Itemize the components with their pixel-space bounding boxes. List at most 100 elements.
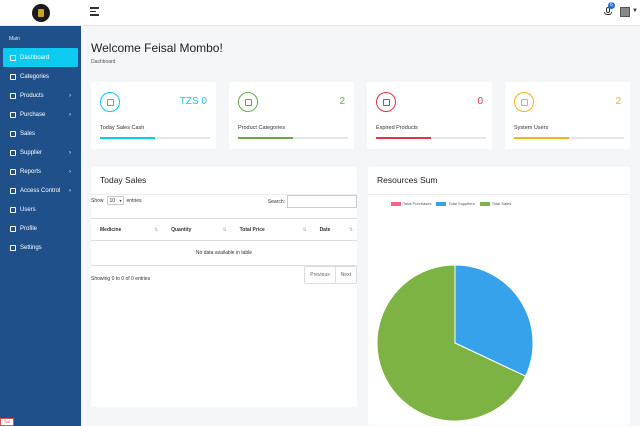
sidebar-item-access-control[interactable]: Access Control › xyxy=(0,181,81,200)
pie-slice-total-suppliers[interactable] xyxy=(454,264,534,377)
stat-card[interactable]: 0 Expired Products xyxy=(367,82,492,149)
breadcrumb[interactable]: Dashboard xyxy=(91,59,116,65)
page-title: Welcome Feisal Mombo! xyxy=(91,41,223,55)
pie-chart xyxy=(376,264,534,422)
today-sales-panel: Today Sales Show 10 ▾ entries Search: Me… xyxy=(91,167,357,407)
legend-label: Total Purchases xyxy=(403,201,432,206)
expired-icon xyxy=(376,92,396,112)
stat-progress-bar xyxy=(376,137,486,139)
legend-item[interactable]: Total Sales xyxy=(479,201,512,206)
profile-icon xyxy=(9,225,16,232)
legend-swatch xyxy=(479,201,490,206)
users-icon xyxy=(514,92,534,112)
legend-label: Total Sales xyxy=(491,201,512,206)
stat-label: System Users xyxy=(514,125,549,131)
legend-swatch xyxy=(436,201,447,206)
sidebar-item-sales[interactable]: Sales xyxy=(0,124,81,143)
column-header-label: Total Price xyxy=(239,226,265,233)
sidebar-item-label: Products xyxy=(20,92,44,99)
chevron-right-icon: › xyxy=(69,168,71,175)
logo-icon xyxy=(31,4,50,22)
sidebar-footer-label[interactable]: Sal xyxy=(0,418,14,426)
panel-title: Resources Sum xyxy=(377,175,438,185)
column-header-label: Date xyxy=(319,226,331,233)
sidebar-section-label: Main xyxy=(9,36,20,42)
notification-badge: 6 xyxy=(608,2,615,9)
entries-label: entries xyxy=(126,197,142,204)
sidebar-item-categories[interactable]: Categories xyxy=(0,67,81,86)
gear-icon xyxy=(9,244,16,251)
stat-card[interactable]: 2 System Users xyxy=(505,82,630,149)
brand-logo[interactable] xyxy=(0,0,81,26)
legend-item[interactable]: Total Purchases xyxy=(391,201,431,206)
stat-value: TZS 0 xyxy=(179,96,207,107)
sidebar: Main Dashboard Categories Products › Purchas… xyxy=(0,26,81,426)
main-content: Welcome Feisal Mombo! Dashboard TZS 0 Tod… xyxy=(81,26,640,426)
column-header-label: Quantity xyxy=(171,226,192,233)
sales-table: Medicine ⇅ Quantity ⇅ Total Price ⇅ Date ⇅ No d… xyxy=(91,218,357,266)
supplier-icon xyxy=(9,149,16,156)
sidebar-item-products[interactable]: Products › xyxy=(0,86,81,105)
sort-icon: ⇅ xyxy=(349,227,353,232)
categories-icon xyxy=(238,92,258,112)
sort-icon: ⇅ xyxy=(302,227,307,232)
sidebar-item-label: Purchase xyxy=(20,111,46,118)
sidebar-item-profile[interactable]: Profile xyxy=(0,219,81,238)
legend-item[interactable]: Total Suppliers xyxy=(436,201,475,206)
sidebar-item-reports[interactable]: Reports › xyxy=(0,162,81,181)
stat-value: 2 xyxy=(615,96,621,107)
show-label: Show xyxy=(91,197,104,204)
star-icon xyxy=(9,111,16,118)
chevron-right-icon: › xyxy=(69,111,71,118)
sidebar-item-settings[interactable]: Settings xyxy=(0,238,81,257)
chart-legend: Total Purchases Total Suppliers Total Sale… xyxy=(391,201,516,206)
search-control: Search: xyxy=(268,195,357,208)
column-header[interactable]: Total Price ⇅ xyxy=(230,218,311,241)
column-header[interactable]: Medicine ⇅ xyxy=(91,218,163,241)
sidebar-item-label: Users xyxy=(20,206,36,213)
sort-icon: ⇅ xyxy=(154,227,159,232)
home-icon xyxy=(9,54,16,61)
sidebar-item-dashboard[interactable]: Dashboard xyxy=(3,48,78,67)
topbar: 6 ▼ xyxy=(0,0,640,26)
avatar[interactable] xyxy=(620,7,630,17)
stat-value: 0 xyxy=(477,96,483,107)
stat-card[interactable]: 2 Product Categories xyxy=(229,82,354,149)
products-icon xyxy=(9,92,16,99)
sidebar-item-label: Dashboard xyxy=(20,54,50,61)
previous-button[interactable]: Previous xyxy=(305,267,336,283)
chevron-down-icon: ▾ xyxy=(119,198,122,203)
stat-card[interactable]: TZS 0 Today Sales Cash xyxy=(91,82,216,149)
categories-icon xyxy=(9,73,16,80)
sidebar-item-label: Settings xyxy=(20,244,42,251)
search-input[interactable] xyxy=(287,195,357,208)
stat-progress-fill xyxy=(376,137,431,139)
stat-progress-bar xyxy=(238,137,348,139)
menu-toggle-icon[interactable] xyxy=(90,7,99,17)
sidebar-item-purchase[interactable]: Purchase › xyxy=(0,105,81,124)
column-header-label: Medicine xyxy=(100,226,122,233)
sidebar-item-users[interactable]: Users xyxy=(0,200,81,219)
entries-select[interactable]: 10 ▾ xyxy=(106,196,124,205)
next-button[interactable]: Next xyxy=(340,272,351,278)
sidebar-item-supplier[interactable]: Supplier › xyxy=(0,143,81,162)
users-icon xyxy=(9,206,16,213)
pagination: Previous Next xyxy=(304,266,357,284)
column-header[interactable]: Date ⇅ xyxy=(310,218,357,241)
chevron-down-icon[interactable]: ▼ xyxy=(632,8,638,14)
sidebar-item-label: Access Control xyxy=(20,187,61,194)
lock-icon xyxy=(9,187,16,194)
reports-icon xyxy=(9,168,16,175)
stat-label: Expired Products xyxy=(376,125,418,131)
search-label: Search: xyxy=(267,198,285,205)
table-info: Showing 0 to 0 of 0 entries xyxy=(91,276,151,282)
stat-progress-bar xyxy=(100,137,210,139)
stat-progress-fill xyxy=(100,137,155,139)
chevron-right-icon: › xyxy=(69,187,71,194)
stat-value: 2 xyxy=(339,96,345,107)
sidebar-item-label: Supplier xyxy=(20,149,43,156)
pie-slice-total-sales[interactable] xyxy=(376,264,527,422)
column-header[interactable]: Quantity ⇅ xyxy=(162,218,231,241)
legend-swatch xyxy=(391,201,401,206)
divider xyxy=(368,194,630,195)
